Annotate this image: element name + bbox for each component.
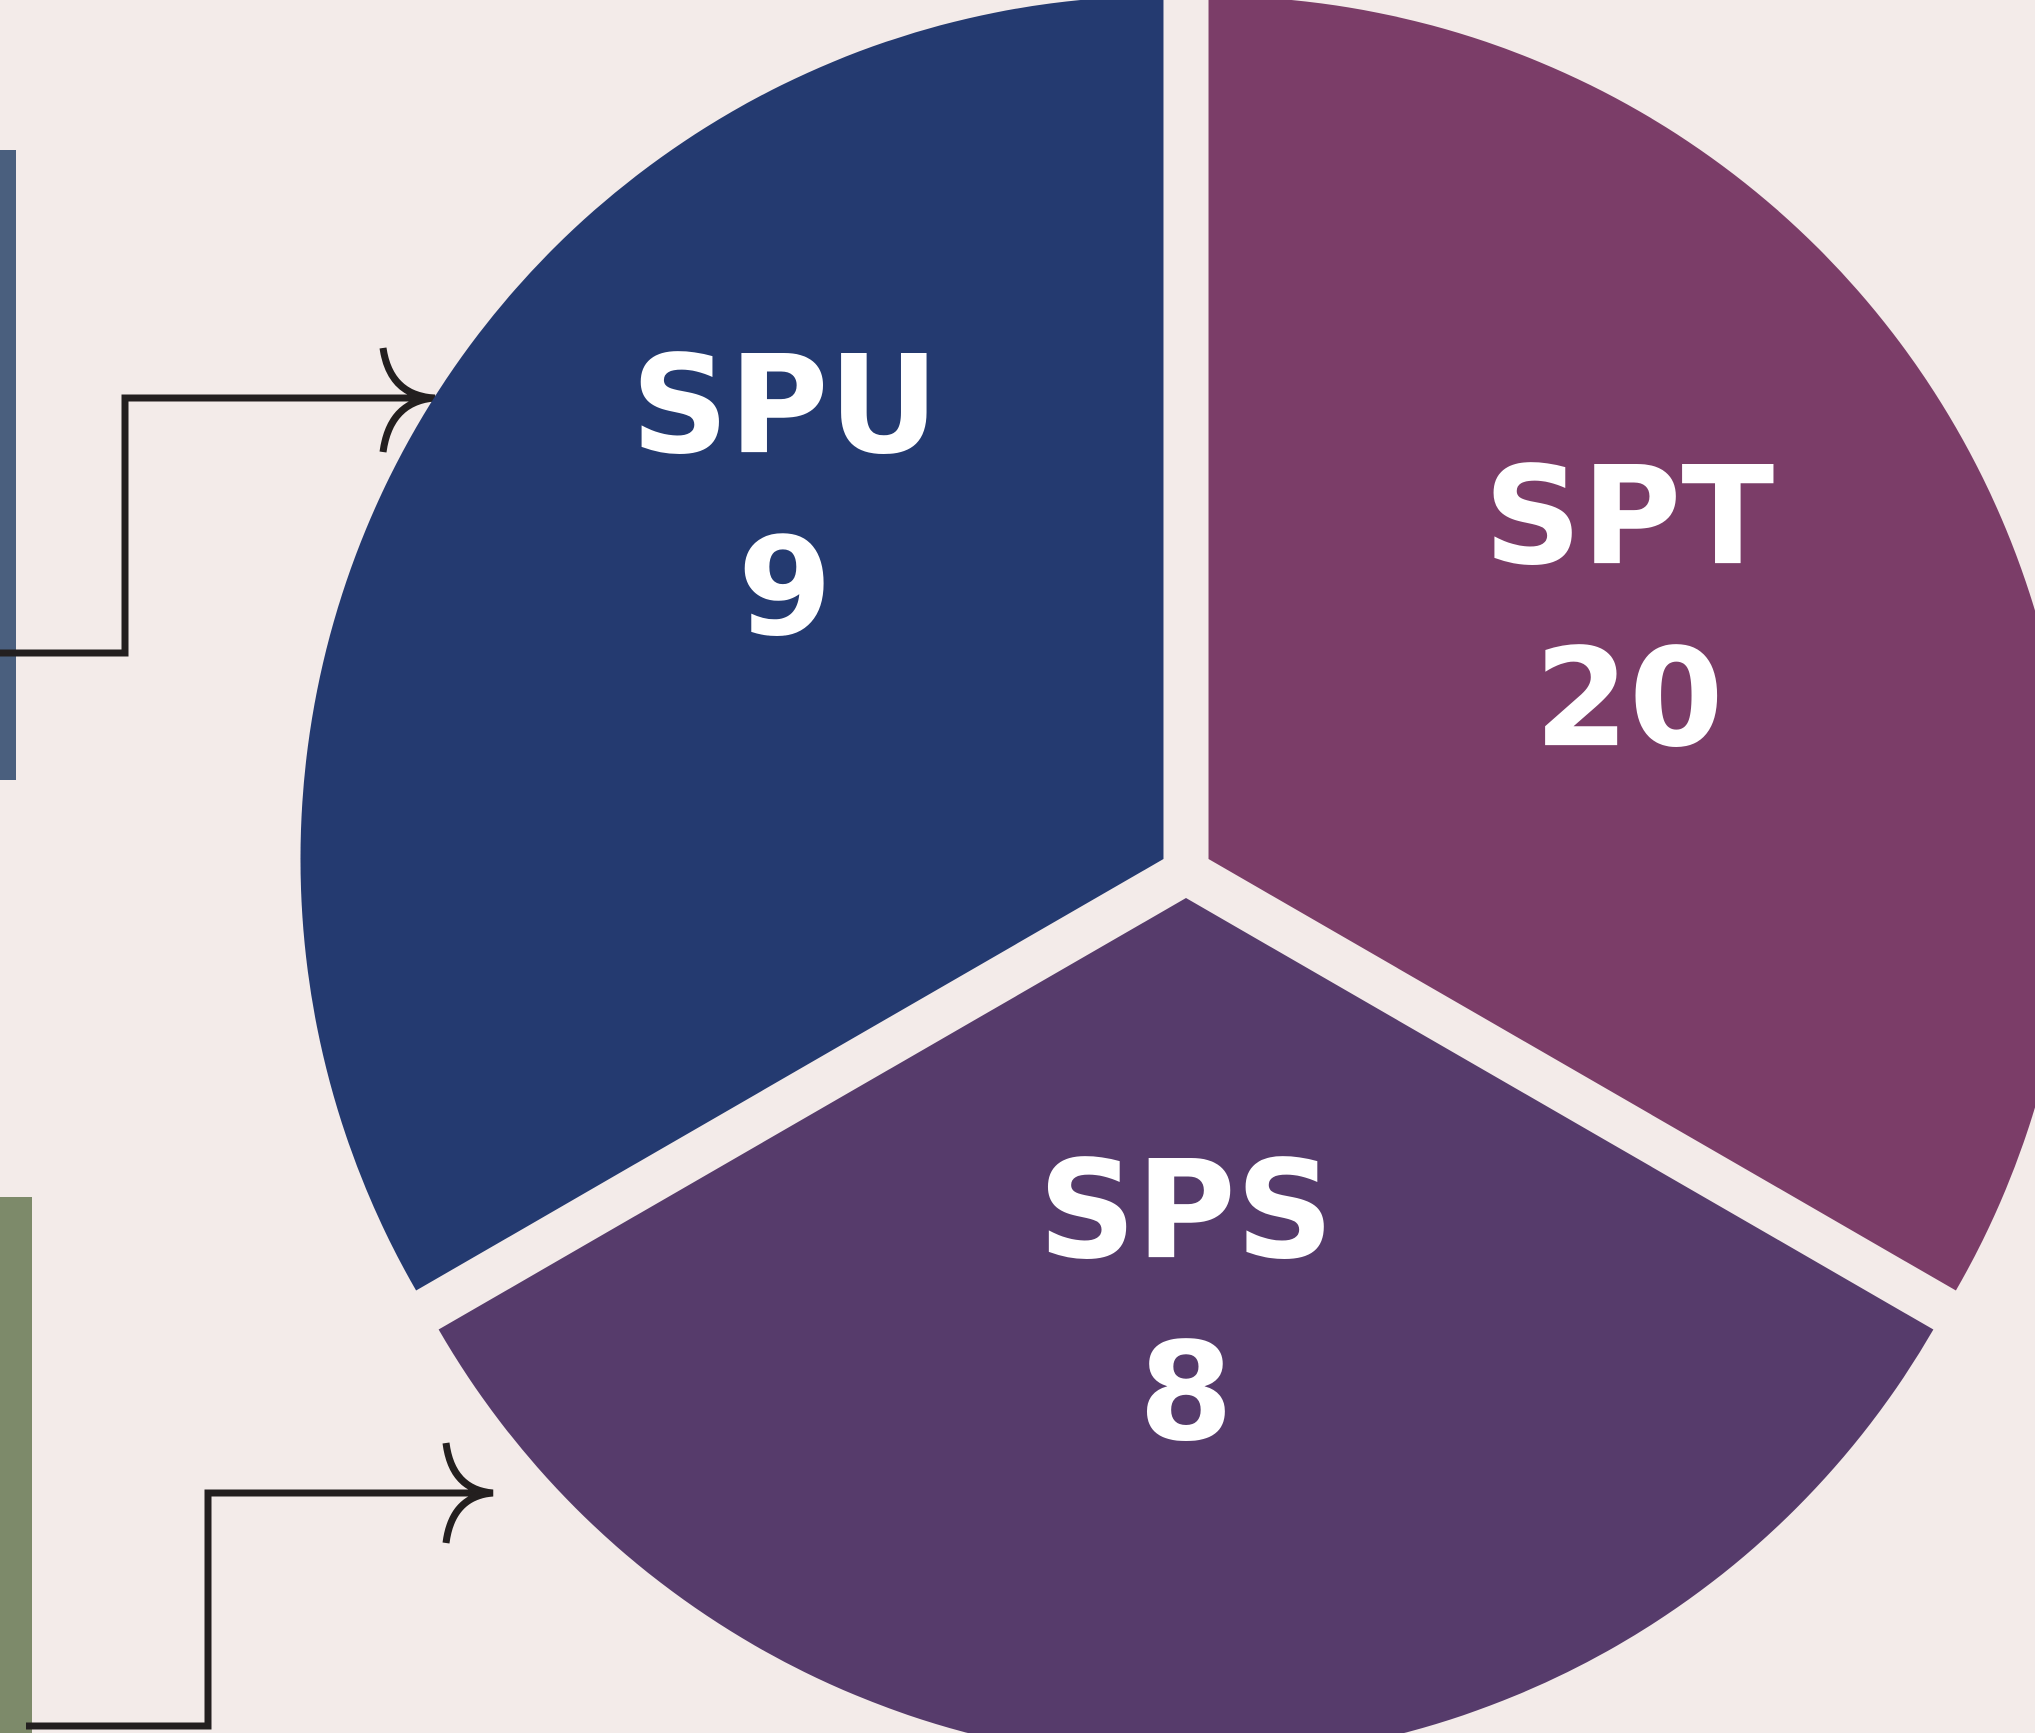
segment-label: SPS — [1038, 1132, 1334, 1290]
segment-label: SPT — [1484, 438, 1775, 596]
segment-count: 9 — [738, 509, 833, 667]
page: SPU9SPT20SPS8 (() => { const data = JSON… — [0, 0, 2035, 1733]
segment-label: SPU — [631, 327, 939, 485]
connector-arrow — [26, 1493, 493, 1726]
photo-strip — [0, 150, 16, 780]
segment-count: 20 — [1534, 620, 1723, 778]
segments: SPU 9 SPT 20 SPS 8 — [300, 0, 2035, 1733]
diagram: SPU 9 SPT 20 SPS 8 — [0, 0, 2035, 1733]
segment-count: 8 — [1139, 1314, 1234, 1472]
photo-strip — [0, 1197, 32, 1733]
